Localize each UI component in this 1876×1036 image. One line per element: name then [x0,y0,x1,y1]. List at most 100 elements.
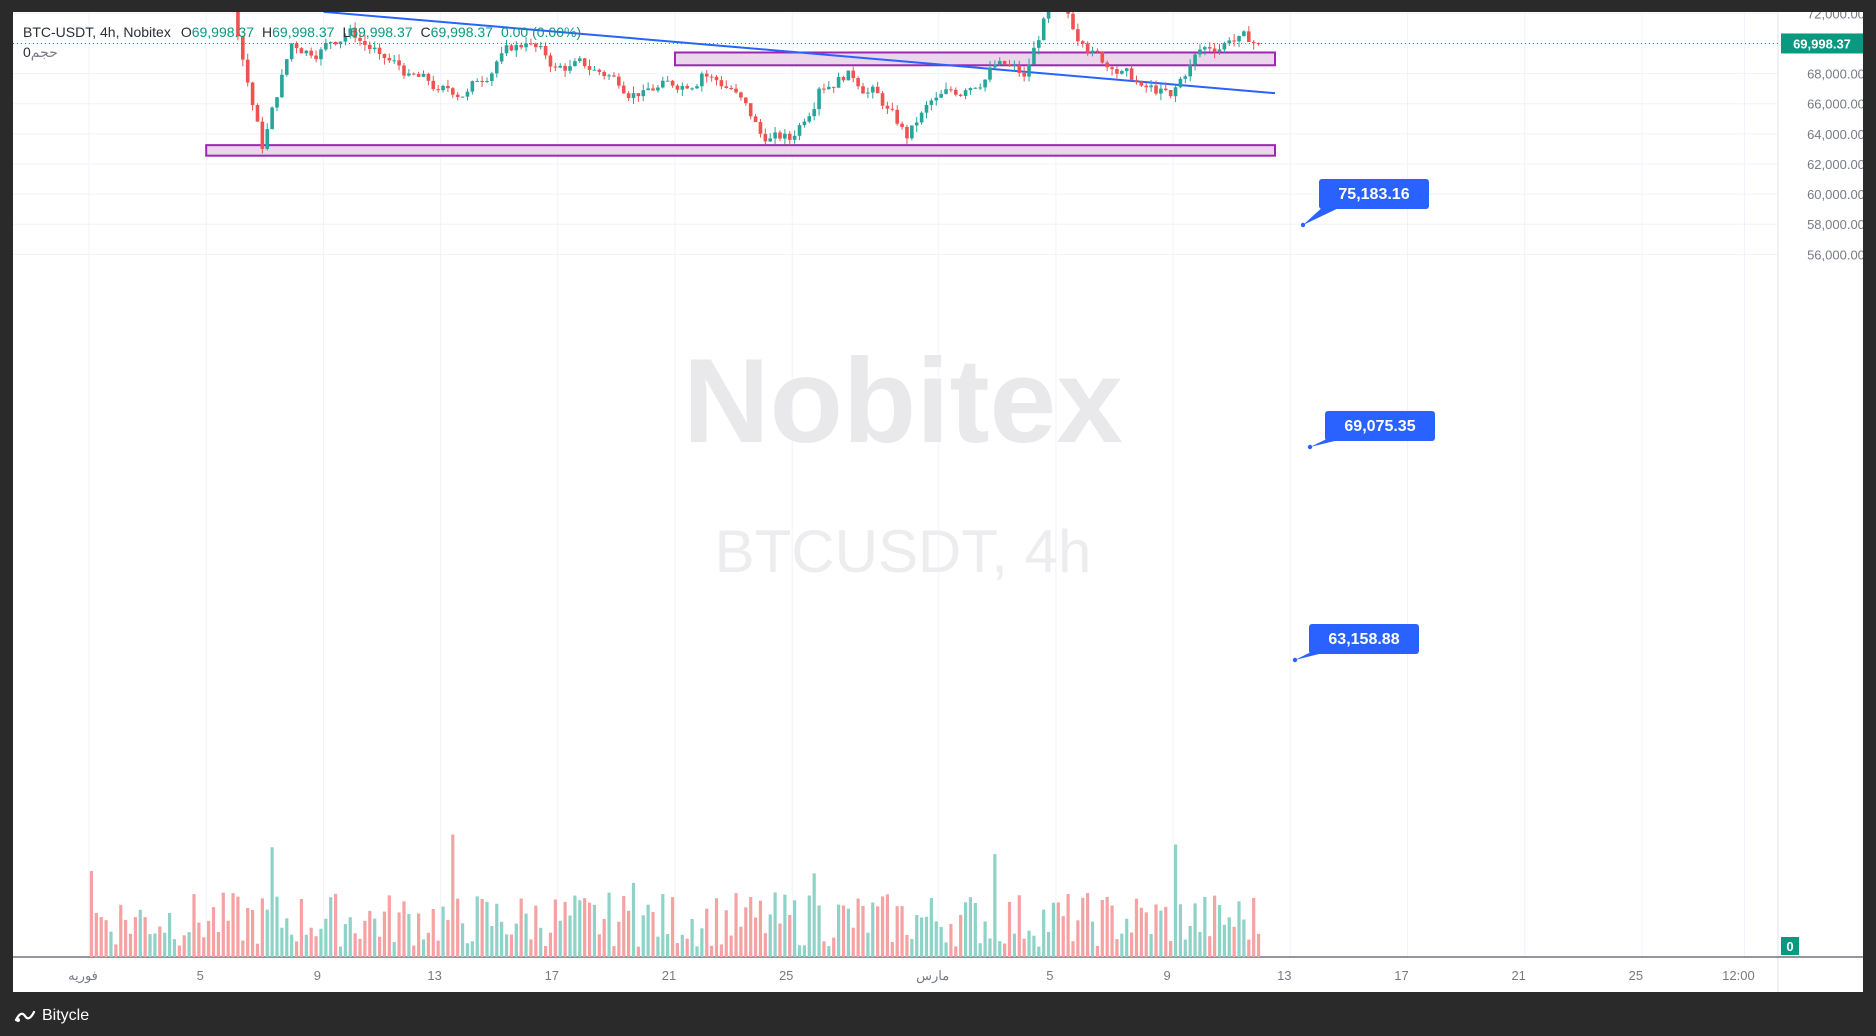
candle-body [890,108,895,110]
volume-bar [470,941,474,957]
volume-bar [436,940,440,957]
brand[interactable]: Bitycle [14,1007,89,1025]
candle-body [1188,64,1192,77]
candle-body [1217,49,1222,52]
volume-bar [841,905,846,957]
candle-body [1134,79,1139,82]
candle-body [577,58,582,62]
candle-body [358,37,362,42]
volume-bar [871,902,875,957]
change-value: 0.00 (0.00%) [500,24,582,40]
x-tick-label: 13 [1277,968,1291,983]
candle-body [929,100,934,105]
volume-bar [1012,933,1016,957]
candle-body [543,46,548,56]
volume-bar [1159,910,1163,957]
volume-bar [1100,899,1104,957]
volume-bar [99,917,103,957]
callout-box-2[interactable] [1309,624,1419,654]
candle-body [895,109,899,124]
volume-bar [421,939,426,957]
candle-body [250,82,255,106]
candle-body [1076,29,1080,42]
x-tick-label: 21 [1511,968,1525,983]
volume-bar [260,898,264,957]
volume-bar [265,909,269,957]
candle-body [724,86,729,89]
candle-body [343,35,348,42]
volume-bar [363,920,367,957]
volume-bar [285,918,289,957]
candle-body [734,88,738,93]
candle-body [1110,67,1114,70]
volume-bar [920,917,924,957]
candle-body [548,55,553,67]
close-value: 69,998.37 [430,24,493,40]
candle-body [1246,31,1251,42]
volume-bar [793,900,797,957]
candle-body [402,65,406,76]
volume-tag-label: 0 [1786,939,1793,954]
zone-rect-2[interactable] [205,144,1277,157]
volume-bar [338,946,343,957]
volume-bar [397,912,401,957]
candle-body [499,53,504,62]
zone-rect-1[interactable] [674,51,1276,67]
candle-body [1115,69,1119,74]
x-tick-label: 5 [197,968,204,983]
volume-bar [724,910,728,957]
volume-bar [1095,945,1100,957]
volume-bar [675,943,680,957]
chart-panel[interactable]: Nobitex BTCUSDT, 4h 75,183.16 69,075.35 63,1… [13,12,1863,992]
trendline[interactable] [323,12,1276,95]
volume-bar [1247,939,1251,957]
volume-bar [534,905,538,957]
volume-bar [143,917,147,957]
callout-label-1: 69,075.35 [1344,418,1415,435]
volume-bar [373,918,377,957]
candle-body [275,97,279,108]
candle-body [631,93,636,99]
volume-bar [158,926,162,957]
candle-body [768,138,773,142]
candle-body [910,125,914,139]
high-label: H [262,24,273,40]
candle-body [1071,13,1075,30]
volume-bar [690,918,694,957]
volume-bar [1252,897,1256,957]
candle-body [514,45,519,51]
volume-bar [329,897,333,957]
volume-bar [1090,921,1095,957]
y-tick-label: 60,000.00 [1807,187,1863,202]
volume-bar [685,938,689,957]
callout-box-0[interactable] [1319,179,1429,209]
volume-bar [109,931,113,957]
volume-bar [895,906,899,957]
candle-body [382,53,387,59]
volume-bar [182,935,186,957]
volume-bar [1173,844,1178,957]
volume-bar [1222,924,1226,957]
volume-bar [973,902,977,957]
candle-body [802,121,807,126]
volume-bar [519,898,523,957]
callout-box-1[interactable] [1325,411,1435,441]
candle-body [592,69,597,71]
volume-bar [1193,903,1197,957]
candle-body [958,94,963,96]
volume-bar [343,924,347,957]
candle-body [568,66,572,71]
candle-body [504,45,509,54]
candle-body [866,92,870,94]
candle-body [822,88,826,90]
volume-bar [1003,943,1007,957]
candlestick-chart[interactable]: Nobitex BTCUSDT, 4h 75,183.16 69,075.35 63,1… [13,12,1863,992]
volume-bar [851,927,855,957]
candle-body [1144,85,1149,88]
volume-bar [773,892,777,957]
candle-body [236,12,240,37]
volume-bar [309,927,313,957]
volume-bar [734,893,738,957]
candle-body [978,87,983,89]
candle-body [880,93,885,106]
